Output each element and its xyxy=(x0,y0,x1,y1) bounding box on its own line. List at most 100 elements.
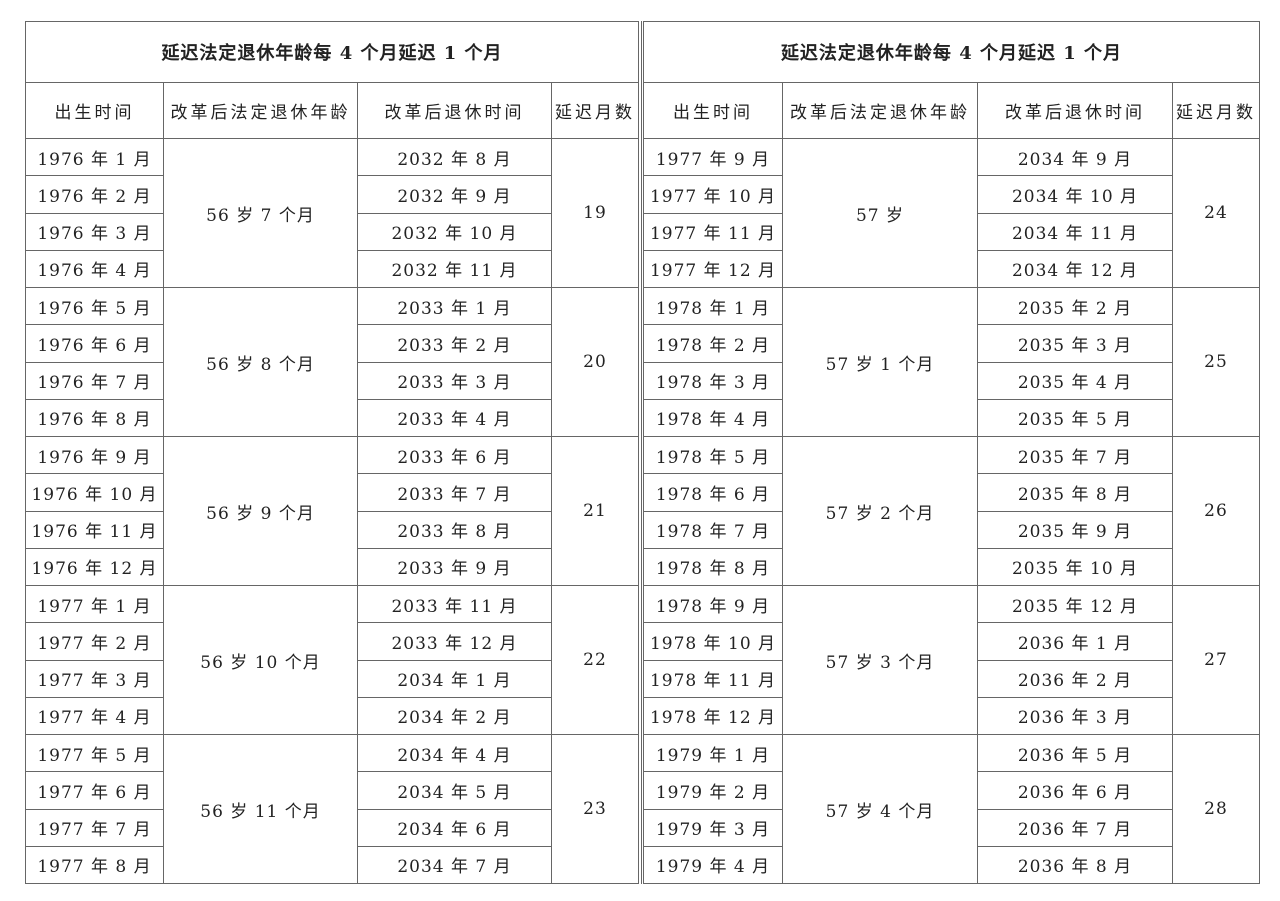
retire-cell: 2033 年 7 月 xyxy=(357,473,552,512)
table-row: 1976 年 12 月 2033 年 9 月 xyxy=(25,547,639,587)
retire-cell: 2035 年 12 月 xyxy=(977,584,1173,624)
retire-cell: 2034 年 4 月 xyxy=(357,733,552,773)
table-row: 1976 年 8 月 2033 年 4 月 xyxy=(25,398,639,438)
age-cell: 57 岁 xyxy=(782,138,978,288)
header-delay: 延迟月数 xyxy=(551,82,639,139)
table-row: 1978 年 11 月 2036 年 2 月 xyxy=(643,659,1260,698)
retire-cell: 2034 年 11 月 xyxy=(977,212,1173,251)
age-cell: 57 岁 2 个月 xyxy=(782,436,978,586)
retire-cell: 2035 年 7 月 xyxy=(977,435,1173,475)
table-row: 1976 年 10 月 2033 年 7 月 xyxy=(25,473,639,512)
birth-cell: 1978 年 9 月 xyxy=(643,584,783,624)
retire-cell: 2035 年 2 月 xyxy=(977,286,1173,326)
birth-cell: 1979 年 4 月 xyxy=(643,845,783,885)
retire-cell: 2033 年 12 月 xyxy=(357,622,552,661)
delay-cell: 27 xyxy=(1172,585,1260,735)
birth-cell: 1978 年 3 月 xyxy=(643,361,783,400)
table-title: 延迟法定退休年龄每 4 个月延迟 1 个月 xyxy=(25,21,639,83)
header-delay: 延迟月数 xyxy=(1172,82,1260,139)
header-age: 改革后法定退休年龄 xyxy=(163,82,358,139)
table-row: 1976 年 4 月 2032 年 11 月 xyxy=(25,249,639,289)
table-divider xyxy=(638,21,642,884)
birth-cell: 1977 年 4 月 xyxy=(25,696,164,736)
age-cell: 56 岁 7 个月 xyxy=(163,138,358,288)
retire-cell: 2032 年 10 月 xyxy=(357,212,552,251)
retire-cell: 2033 年 4 月 xyxy=(357,398,552,438)
retire-cell: 2033 年 1 月 xyxy=(357,286,552,326)
age-cell: 56 岁 11 个月 xyxy=(163,734,358,884)
table-row: 1979 年 1 月 57 岁 4 个月 2036 年 5 月 28 xyxy=(643,733,1260,884)
age-cell: 57 岁 3 个月 xyxy=(782,585,978,735)
birth-cell: 1978 年 8 月 xyxy=(643,547,783,587)
table-row: 1977 年 2 月 2033 年 12 月 xyxy=(25,622,639,661)
table-body: 1976 年 1 月 56 岁 7 个月 2032 年 8 月 19 1976 年 2 … xyxy=(25,137,639,885)
table-row: 1977 年 3 月 2034 年 1 月 xyxy=(25,659,639,698)
retire-cell: 2034 年 7 月 xyxy=(357,845,552,885)
table-row: 1977 年 11 月 2034 年 11 月 xyxy=(643,212,1260,251)
birth-cell: 1976 年 5 月 xyxy=(25,286,164,326)
delay-cell: 23 xyxy=(551,734,639,884)
table-row: 1979 年 4 月 2036 年 8 月 xyxy=(643,845,1260,885)
retire-cell: 2033 年 3 月 xyxy=(357,361,552,400)
birth-cell: 1976 年 8 月 xyxy=(25,398,164,438)
table-row: 1978 年 3 月 2035 年 4 月 xyxy=(643,361,1260,400)
retire-cell: 2036 年 5 月 xyxy=(977,733,1173,773)
table-row: 1976 年 7 月 2033 年 3 月 xyxy=(25,361,639,400)
table-row: 1976 年 6 月 2033 年 2 月 xyxy=(25,324,639,363)
header-retire: 改革后退休时间 xyxy=(977,82,1173,139)
table-row: 1978 年 7 月 2035 年 9 月 xyxy=(643,510,1260,549)
birth-cell: 1978 年 12 月 xyxy=(643,696,783,736)
header-age: 改革后法定退休年龄 xyxy=(782,82,978,139)
birth-cell: 1978 年 10 月 xyxy=(643,622,783,661)
retire-cell: 2036 年 7 月 xyxy=(977,808,1173,847)
birth-cell: 1977 年 12 月 xyxy=(643,249,783,289)
table-row: 1977 年 10 月 2034 年 10 月 xyxy=(643,175,1260,214)
birth-cell: 1976 年 3 月 xyxy=(25,212,164,251)
retire-cell: 2036 年 6 月 xyxy=(977,771,1173,810)
delay-cell: 28 xyxy=(1172,734,1260,884)
table-row: 1977 年 8 月 2034 年 7 月 xyxy=(25,845,639,885)
table-row: 1977 年 7 月 2034 年 6 月 xyxy=(25,808,639,847)
birth-cell: 1977 年 8 月 xyxy=(25,845,164,885)
birth-cell: 1978 年 4 月 xyxy=(643,398,783,438)
table-row: 1978 年 5 月 57 岁 2 个月 2035 年 7 月 26 xyxy=(643,435,1260,586)
table-body: 1977 年 9 月 57 岁 2034 年 9 月 24 1977 年 10 月 203… xyxy=(643,137,1260,885)
retire-cell: 2035 年 10 月 xyxy=(977,547,1173,587)
table-row: 1976 年 11 月 2033 年 8 月 xyxy=(25,510,639,549)
birth-cell: 1976 年 6 月 xyxy=(25,324,164,363)
birth-cell: 1979 年 2 月 xyxy=(643,771,783,810)
birth-cell: 1976 年 11 月 xyxy=(25,510,164,549)
table-row: 1977 年 4 月 2034 年 2 月 xyxy=(25,696,639,736)
header-retire: 改革后退休时间 xyxy=(357,82,552,139)
birth-cell: 1979 年 1 月 xyxy=(643,733,783,773)
birth-cell: 1978 年 2 月 xyxy=(643,324,783,363)
birth-cell: 1976 年 9 月 xyxy=(25,435,164,475)
birth-cell: 1977 年 7 月 xyxy=(25,808,164,847)
retire-cell: 2034 年 12 月 xyxy=(977,249,1173,289)
table-row: 1977 年 5 月 56 岁 11 个月 2034 年 4 月 23 xyxy=(25,733,639,884)
retire-cell: 2034 年 2 月 xyxy=(357,696,552,736)
birth-cell: 1976 年 2 月 xyxy=(25,175,164,214)
birth-cell: 1977 年 9 月 xyxy=(643,137,783,177)
table-row: 1978 年 9 月 57 岁 3 个月 2035 年 12 月 27 xyxy=(643,584,1260,735)
birth-cell: 1979 年 3 月 xyxy=(643,808,783,847)
table-row: 1977 年 9 月 57 岁 2034 年 9 月 24 xyxy=(643,137,1260,288)
age-cell: 56 岁 10 个月 xyxy=(163,585,358,735)
delay-cell: 20 xyxy=(551,287,639,437)
retire-cell: 2035 年 9 月 xyxy=(977,510,1173,549)
birth-cell: 1976 年 12 月 xyxy=(25,547,164,587)
retirement-table-left: 延迟法定退休年龄每 4 个月延迟 1 个月 出生时间 改革后法定退休年龄 改革后… xyxy=(25,21,639,885)
retire-cell: 2032 年 11 月 xyxy=(357,249,552,289)
birth-cell: 1977 年 3 月 xyxy=(25,659,164,698)
retire-cell: 2035 年 5 月 xyxy=(977,398,1173,438)
table-row: 1976 年 2 月 2032 年 9 月 xyxy=(25,175,639,214)
age-cell: 57 岁 1 个月 xyxy=(782,287,978,437)
delay-cell: 26 xyxy=(1172,436,1260,586)
retire-cell: 2036 年 8 月 xyxy=(977,845,1173,885)
birth-cell: 1978 年 11 月 xyxy=(643,659,783,698)
birth-cell: 1977 年 6 月 xyxy=(25,771,164,810)
retire-cell: 2034 年 6 月 xyxy=(357,808,552,847)
table-row: 1979 年 2 月 2036 年 6 月 xyxy=(643,771,1260,810)
retire-cell: 2035 年 3 月 xyxy=(977,324,1173,363)
table-title: 延迟法定退休年龄每 4 个月延迟 1 个月 xyxy=(643,21,1260,83)
